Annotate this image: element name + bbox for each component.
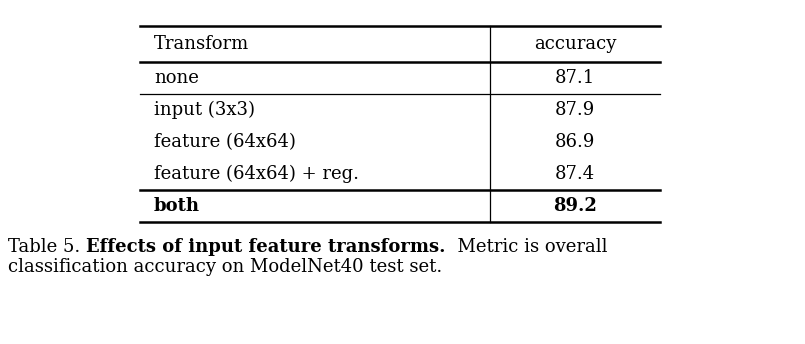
Text: accuracy: accuracy [534, 35, 616, 53]
Text: feature (64x64): feature (64x64) [154, 133, 296, 151]
Text: Metric is overall: Metric is overall [445, 238, 607, 256]
Text: 87.1: 87.1 [555, 69, 595, 87]
Text: none: none [154, 69, 199, 87]
Text: 86.9: 86.9 [555, 133, 595, 151]
Text: 89.2: 89.2 [553, 197, 597, 215]
Text: 87.9: 87.9 [555, 101, 595, 119]
Text: Transform: Transform [154, 35, 250, 53]
Text: feature (64x64) + reg.: feature (64x64) + reg. [154, 165, 359, 183]
Text: classification accuracy on ModelNet40 test set.: classification accuracy on ModelNet40 te… [8, 258, 442, 276]
Text: 87.4: 87.4 [555, 165, 595, 183]
Text: both: both [154, 197, 200, 215]
Text: input (3x3): input (3x3) [154, 101, 255, 119]
Text: Table 5.: Table 5. [8, 238, 86, 256]
Text: Effects of input feature transforms.: Effects of input feature transforms. [86, 238, 445, 256]
